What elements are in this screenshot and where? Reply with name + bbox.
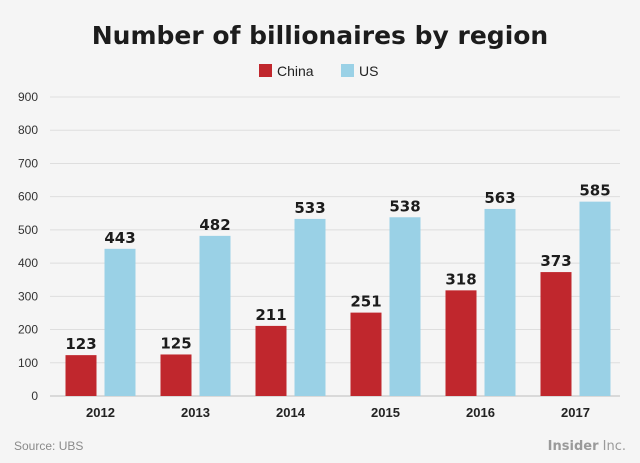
x-tick-label: 2015 xyxy=(371,405,400,420)
data-label-china-2012: 123 xyxy=(65,335,96,353)
y-tick-label: 500 xyxy=(18,223,38,237)
brand-logo: Insider Inc. xyxy=(548,439,626,454)
legend: China US xyxy=(259,63,378,79)
y-tick-label: 200 xyxy=(18,323,38,337)
brand-bold: Insider xyxy=(548,439,599,454)
bar-china-2013 xyxy=(160,354,192,396)
chart-title: Number of billionaires by region xyxy=(92,21,548,50)
brand-light: Inc. xyxy=(599,439,627,454)
bar-group-2014: 211 533 xyxy=(255,199,326,396)
x-axis: 2012 2013 2014 2015 2016 2017 xyxy=(86,405,590,420)
data-label-china-2013: 125 xyxy=(160,334,191,352)
bar-us-2016 xyxy=(484,208,516,396)
y-axis: 0 100 200 300 400 500 600 700 800 900 xyxy=(18,90,38,403)
data-label-china-2016: 318 xyxy=(445,270,476,288)
legend-item-us: US xyxy=(341,63,378,79)
data-label-us-2015: 538 xyxy=(389,197,420,215)
bars: 123 443 125 482 211 533 251 538 318 563 373 585 xyxy=(65,182,611,396)
bar-us-2017 xyxy=(579,201,611,396)
y-tick-label: 0 xyxy=(31,389,38,403)
legend-label: US xyxy=(359,63,378,79)
bar-group-2012: 123 443 xyxy=(65,229,136,396)
x-tick-label: 2013 xyxy=(181,405,210,420)
data-label-us-2016: 563 xyxy=(484,189,515,207)
y-tick-label: 400 xyxy=(18,256,38,270)
data-label-china-2015: 251 xyxy=(350,293,381,311)
data-label-us-2017: 585 xyxy=(579,182,610,200)
data-label-china-2017: 373 xyxy=(540,252,571,270)
data-label-us-2012: 443 xyxy=(104,229,135,247)
data-label-us-2013: 482 xyxy=(199,216,230,234)
x-tick-label: 2017 xyxy=(561,405,590,420)
y-tick-label: 300 xyxy=(18,289,38,303)
y-tick-label: 100 xyxy=(18,356,38,370)
y-tick-label: 600 xyxy=(18,190,38,204)
bar-china-2016 xyxy=(445,290,477,396)
bar-group-2017: 373 585 xyxy=(540,182,611,396)
data-label-us-2014: 533 xyxy=(294,199,325,217)
legend-swatch xyxy=(341,64,354,77)
bar-us-2012 xyxy=(104,248,136,396)
bar-group-2016: 318 563 xyxy=(445,189,516,396)
source-note: Source: UBS xyxy=(14,439,83,453)
bar-us-2013 xyxy=(199,235,231,396)
x-tick-label: 2016 xyxy=(466,405,495,420)
data-label-china-2014: 211 xyxy=(255,306,286,324)
y-tick-label: 700 xyxy=(18,156,38,170)
legend-swatch xyxy=(259,64,272,77)
y-tick-label: 900 xyxy=(18,90,38,104)
bar-group-2015: 251 538 xyxy=(350,197,421,396)
bar-us-2015 xyxy=(389,217,421,396)
legend-label: China xyxy=(277,63,314,79)
bar-china-2012 xyxy=(65,355,97,396)
legend-item-china: China xyxy=(259,63,314,79)
gridlines xyxy=(50,96,620,397)
bar-group-2013: 125 482 xyxy=(160,216,231,396)
bar-us-2014 xyxy=(294,218,326,396)
y-tick-label: 800 xyxy=(18,123,38,137)
x-tick-label: 2014 xyxy=(276,405,306,420)
x-tick-label: 2012 xyxy=(86,405,115,420)
bar-china-2014 xyxy=(255,325,287,396)
bar-china-2015 xyxy=(350,312,382,396)
bar-china-2017 xyxy=(540,272,572,396)
